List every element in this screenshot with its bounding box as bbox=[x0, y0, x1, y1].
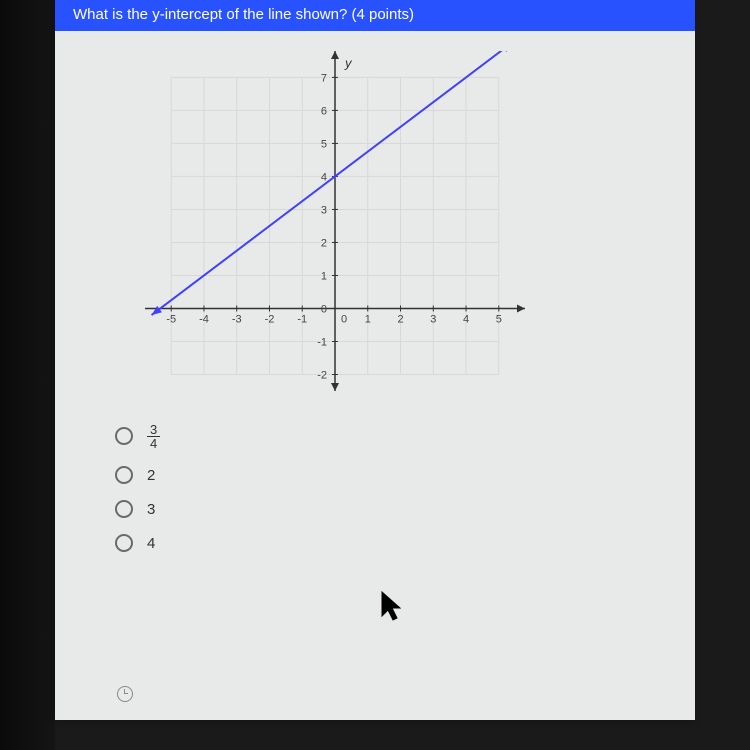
svg-text:0: 0 bbox=[341, 313, 347, 325]
svg-text:4: 4 bbox=[463, 313, 469, 325]
quiz-page: What is the y-intercept of the line show… bbox=[55, 0, 695, 720]
answer-option-1[interactable]: 3 4 bbox=[115, 421, 665, 450]
svg-text:-1: -1 bbox=[317, 336, 327, 348]
question-header: What is the y-intercept of the line show… bbox=[55, 0, 695, 31]
svg-text:-4: -4 bbox=[199, 313, 209, 325]
answer-option-3[interactable]: 3 bbox=[115, 500, 665, 518]
svg-text:1: 1 bbox=[365, 313, 371, 325]
radio-icon[interactable] bbox=[115, 534, 133, 552]
svg-text:5: 5 bbox=[321, 138, 327, 150]
svg-text:2: 2 bbox=[321, 237, 327, 249]
answer-label: 3 bbox=[147, 501, 155, 518]
svg-text:-3: -3 bbox=[232, 313, 242, 325]
answer-option-4[interactable]: 4 bbox=[115, 534, 665, 552]
question-text: What is the y-intercept of the line show… bbox=[73, 6, 414, 23]
svg-text:4: 4 bbox=[321, 171, 327, 183]
content-area: -5 -4 -3 -2 -1 1 2 3 4 5 7 6 5 4 3 2 1 0 -1 -2 0 y 3 4 2 3 bbox=[55, 31, 695, 588]
svg-text:7: 7 bbox=[321, 72, 327, 84]
answer-list: 3 4 2 3 4 bbox=[115, 421, 665, 552]
answer-label: 4 bbox=[147, 535, 155, 552]
desktop-edge bbox=[0, 0, 55, 750]
svg-text:-2: -2 bbox=[317, 369, 327, 381]
radio-icon[interactable] bbox=[115, 427, 133, 445]
svg-text:-5: -5 bbox=[166, 313, 176, 325]
answer-label: 3 4 bbox=[147, 421, 160, 450]
graph-svg: -5 -4 -3 -2 -1 1 2 3 4 5 7 6 5 4 3 2 1 0 -1 -2 0 y bbox=[145, 51, 525, 391]
radio-icon[interactable] bbox=[115, 466, 133, 484]
svg-text:5: 5 bbox=[496, 313, 502, 325]
svg-text:6: 6 bbox=[321, 105, 327, 117]
svg-text:-2: -2 bbox=[265, 313, 275, 325]
coordinate-graph: -5 -4 -3 -2 -1 1 2 3 4 5 7 6 5 4 3 2 1 0 -1 -2 0 y bbox=[145, 51, 525, 391]
svg-text:0: 0 bbox=[321, 303, 327, 315]
svg-text:y: y bbox=[344, 56, 353, 71]
answer-label: 2 bbox=[147, 467, 155, 484]
answer-option-2[interactable]: 2 bbox=[115, 466, 665, 484]
svg-text:-1: -1 bbox=[297, 313, 307, 325]
clock-icon bbox=[117, 686, 133, 702]
svg-text:2: 2 bbox=[397, 313, 403, 325]
radio-icon[interactable] bbox=[115, 500, 133, 518]
svg-text:3: 3 bbox=[321, 204, 327, 216]
svg-text:1: 1 bbox=[321, 270, 327, 282]
svg-text:3: 3 bbox=[430, 313, 436, 325]
